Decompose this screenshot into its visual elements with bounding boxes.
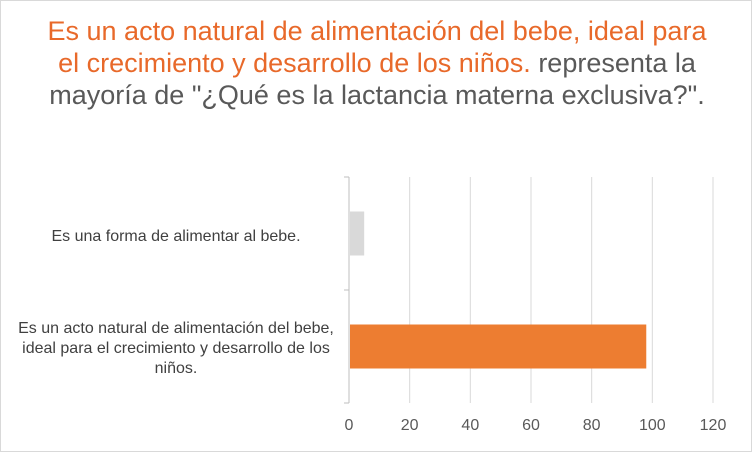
- x-tick-label-5: 100: [639, 417, 666, 434]
- x-tick-label-0: 0: [345, 417, 354, 434]
- category-label-0: Es una forma de alimentar al bebe.: [51, 228, 301, 245]
- x-tick-label-6: 120: [700, 417, 727, 434]
- chart-title: Es un acto natural de alimentación del b…: [41, 15, 713, 111]
- chart-title-rest: representa la mayoría de "¿Qué es la lac…: [49, 48, 705, 110]
- bar-0: [350, 211, 365, 256]
- chart-title-highlight: Es un acto natural de alimentación del b…: [47, 16, 707, 78]
- x-tick-label-1: 20: [401, 417, 419, 434]
- x-tick-label-2: 40: [461, 417, 479, 434]
- x-tick-label-3: 60: [522, 417, 540, 434]
- bar-1: [350, 324, 647, 369]
- category-label-1: Es un acto natural de alimentación del b…: [18, 320, 334, 377]
- x-tick-label-4: 80: [583, 417, 601, 434]
